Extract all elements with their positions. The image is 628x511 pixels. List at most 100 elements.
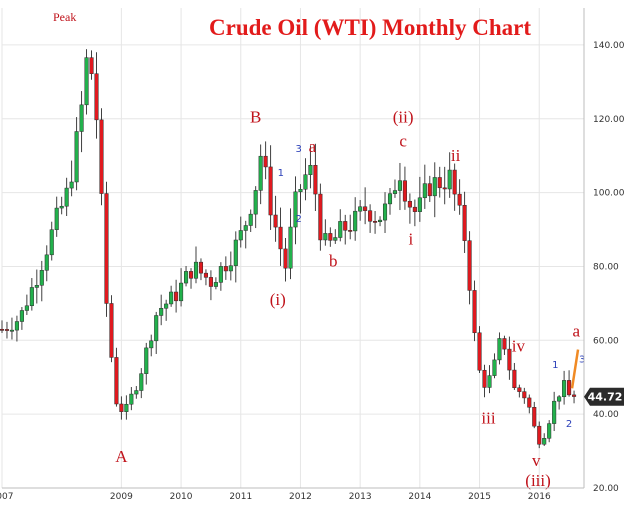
candle-up [218, 266, 223, 283]
candle-up [154, 315, 159, 342]
candle-up [233, 239, 238, 266]
candle-up [129, 393, 134, 405]
candle-down [283, 248, 288, 269]
wave-label: iv [512, 336, 526, 355]
candle-up [397, 180, 402, 191]
candle-down [223, 266, 228, 272]
candle-up [213, 282, 218, 287]
candle-up [417, 197, 422, 212]
candle-up [49, 229, 54, 256]
candle-down [104, 193, 109, 304]
wave-label: v [532, 451, 541, 470]
candle-down [174, 291, 179, 302]
candle-down [567, 380, 572, 396]
y-tick-label: 40.00 [593, 410, 619, 420]
candle-down [572, 394, 577, 397]
projection-line [570, 349, 580, 389]
candle-down [348, 230, 353, 232]
candle-down [4, 329, 10, 331]
candle-down [0, 328, 5, 331]
wave-label: (ii) [393, 107, 414, 126]
candle-down [472, 290, 477, 334]
candle-down [343, 221, 348, 231]
wave-label: 1 [552, 360, 558, 371]
x-tick-label: 2016 [528, 492, 551, 502]
candle-up [258, 155, 263, 191]
wave-label: 3 [579, 354, 585, 365]
candle-up [542, 438, 547, 445]
candle-up [228, 265, 233, 272]
wave-label: 2 [295, 214, 301, 225]
candle-down [188, 271, 194, 279]
candle-up [124, 403, 129, 412]
candle-up [179, 282, 184, 302]
wave-label: 1 [278, 168, 284, 179]
wave-label: 3 [295, 144, 301, 155]
candle-down [114, 357, 119, 405]
candle-down [517, 387, 522, 392]
candle-up [487, 375, 492, 388]
candle-up [144, 347, 149, 374]
candle-down [437, 177, 442, 189]
candle-up [497, 338, 502, 361]
candle-down [268, 166, 273, 216]
x-tick-label: 2013 [349, 492, 372, 502]
candle-down [532, 407, 537, 427]
candle-up [288, 226, 293, 269]
candle-up [422, 183, 427, 199]
candle-up [39, 270, 44, 286]
candle-down [313, 165, 318, 195]
candle-down [407, 200, 412, 208]
candle-down [452, 169, 457, 195]
candle-down [363, 206, 368, 211]
candle-down [198, 261, 204, 274]
candle-down [208, 277, 213, 287]
candle-down [109, 303, 114, 358]
candle-down [412, 206, 417, 212]
candle-up [387, 193, 393, 205]
candle-up [59, 205, 64, 209]
candle-up [54, 207, 59, 230]
wave-label: (iii) [525, 471, 551, 490]
wave-label: a [572, 322, 580, 341]
candle-up [557, 396, 562, 402]
x-tick-label: 2015 [468, 492, 491, 502]
wave-label: c [399, 131, 407, 150]
wave-label: B [250, 107, 261, 126]
candle-up [333, 237, 338, 241]
y-tick-label: 120.00 [593, 115, 625, 125]
y-tick-label: 140.00 [593, 41, 625, 51]
candle-down [402, 180, 407, 202]
x-tick-label: 2012 [289, 492, 312, 502]
candle-up [149, 340, 154, 349]
x-tick-label: 2009 [110, 492, 133, 502]
chart-title: Crude Oil (WTI) Monthly Chart [209, 15, 531, 40]
candle-down [442, 187, 447, 190]
y-tick-label: 60.00 [593, 336, 619, 346]
candle-up [238, 230, 243, 241]
candle-down [537, 425, 542, 445]
candle-up [562, 380, 567, 398]
candle-up [164, 303, 169, 309]
y-tick-label: 100.00 [593, 189, 625, 199]
candle-up [24, 305, 29, 311]
candle-down [318, 193, 323, 241]
candle-up [298, 189, 303, 193]
candle-down [522, 391, 527, 399]
candle-down [368, 210, 373, 222]
candle-up [34, 285, 39, 288]
y-tick-label: 20.00 [593, 484, 619, 494]
candle-down [99, 119, 104, 194]
candle-down [94, 73, 99, 121]
candle-down [462, 204, 467, 241]
candle-up [492, 359, 497, 376]
candle-up [169, 291, 174, 305]
candle-down [427, 183, 432, 197]
candle-down [328, 233, 333, 241]
x-tick-label: 2014 [408, 492, 431, 502]
candle-down [467, 240, 472, 291]
candle-up [447, 169, 452, 190]
candle-down [373, 221, 378, 223]
candle-up [159, 308, 164, 316]
